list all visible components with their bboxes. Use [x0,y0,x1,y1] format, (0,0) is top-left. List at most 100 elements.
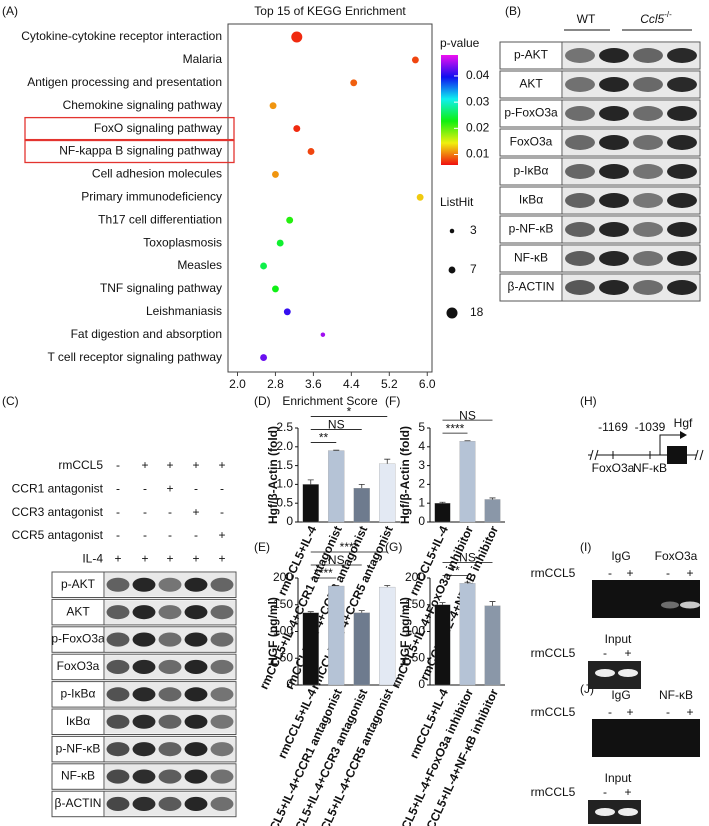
y-tick-label: 3 [418,458,425,472]
colorbar-label: 0.01 [466,147,490,161]
blot-band [158,796,182,811]
treatment-label: CCR5 antagonist [12,528,104,542]
treatment-sign: - [143,528,147,542]
blot-band [132,714,156,729]
blot-band [210,687,234,702]
treatment-sign: + [166,458,173,472]
bar [328,585,345,686]
arrow-head [680,431,687,439]
treatment-sign: - [116,528,120,542]
treatment-sign: + [192,551,199,565]
blot-band [565,164,595,179]
panel-label: (D) [254,394,271,408]
y-axis-label: HGF (pg/ml) [266,597,280,666]
treatment-sign: - [220,505,224,519]
blot-band [599,106,629,121]
blot-band [599,251,629,266]
category-label: Toxoplasmosis [143,235,222,249]
blot-band [565,106,595,121]
category-label: Measles [177,258,222,272]
y-tick-label: 2.0 [276,439,293,453]
blot-band [184,687,208,702]
treatment-sign: - [608,705,612,719]
treatment-sign: + [218,458,225,472]
bar [434,604,451,686]
blot-band [599,222,629,237]
blot-band [667,193,697,208]
blot-band [158,769,182,784]
row-label: FoxO3a [57,659,100,673]
row-label: p-NF-κB [56,741,101,755]
x-tick-label: 2.0 [229,377,246,391]
blot-band [667,164,697,179]
blot-band [158,714,182,729]
position-label: -1169 [598,420,628,434]
row-label: p-AKT [61,577,96,591]
panel-label: (G) [385,540,402,554]
y-tick-label: 1 [418,495,425,509]
treatment-sign: + [166,551,173,565]
treatment-sign: - [116,505,120,519]
dot [260,354,268,362]
treatment-label: rmCCL5 [531,785,576,799]
error-bar [489,601,496,606]
treatment-sign: - [608,566,612,580]
category-label: Fat digestion and absorption [71,327,222,341]
treatment-sign: - [116,458,120,472]
treatment-sign: - [666,566,670,580]
treatment-sign: + [218,551,225,565]
y-tick-label: 1.5 [276,458,293,472]
treatment-sign: + [686,566,693,580]
treatment-sign: - [603,785,607,799]
row-label: NF-κB [61,769,95,783]
blot-band [633,106,663,121]
blot-band [667,222,697,237]
bar [302,484,319,523]
blot-band [158,605,182,620]
x-tick-label: 4.4 [343,377,360,391]
dot [276,239,284,247]
row-label: p-IκBα [61,686,96,700]
blot-band [106,769,130,784]
row-label: p-FoxO3a [51,632,105,646]
group-superscript: -/- [664,10,672,19]
dot [350,79,358,87]
y-axis-label: Hgf/β-Actin (fold) [266,426,280,524]
blot-band [565,193,595,208]
error-bar [307,611,314,613]
dot [269,102,277,110]
category-label: Th17 cell differentiation [98,212,222,226]
blot-band [132,632,156,647]
y-tick-label: 50 [280,650,294,664]
blot-band [106,687,130,702]
dot [283,308,291,316]
blot-band [132,577,156,592]
treatment-sign: - [143,505,147,519]
blot-band [106,714,130,729]
treatment-sign: + [114,551,121,565]
gel-band [595,808,615,816]
bar [459,441,476,523]
blot-band [210,714,234,729]
treatment-sign: - [143,481,147,495]
treatment-sign: + [624,785,631,799]
blot-band [210,769,234,784]
x-tick-label: 6.0 [419,377,436,391]
blot-band [667,135,697,150]
blot-band [106,659,130,674]
blot-band [158,577,182,592]
bar [379,586,396,686]
blot-band [667,48,697,63]
treatment-sign: + [141,458,148,472]
blot-band [565,222,595,237]
blot-band [158,632,182,647]
treatment-sign: - [194,528,198,542]
category-label: NF-kappa B signaling pathway [59,144,222,158]
blot-band [633,251,663,266]
treatment-sign: - [666,705,670,719]
y-tick-label: 4 [418,439,425,453]
blot-band [599,135,629,150]
treatment-sign: - [168,505,172,519]
treatment-sign: - [168,528,172,542]
chart-title: Top 15 of KEGG Enrichment [254,4,406,18]
